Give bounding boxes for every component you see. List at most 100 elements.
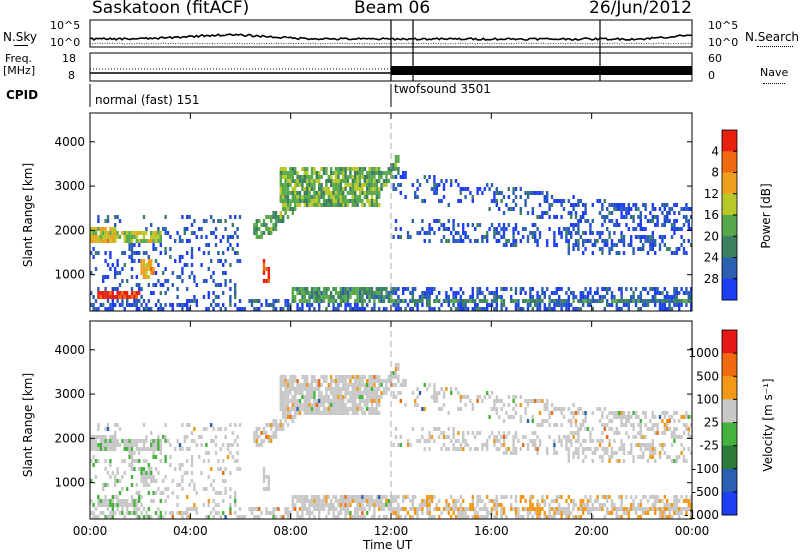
- velocity-cell: [258, 443, 261, 447]
- power-cell: [102, 291, 105, 295]
- nsearch-tick-top: 10^5: [708, 19, 739, 32]
- power-cell: [368, 183, 371, 187]
- power-cell: [524, 227, 527, 231]
- velocity-cell: [138, 451, 141, 455]
- power-cell: [116, 235, 119, 239]
- power-cell: [663, 223, 666, 227]
- power-cell: [459, 287, 462, 291]
- power-cell: [553, 291, 556, 295]
- power-cell: [680, 243, 683, 247]
- power-cell: [591, 307, 594, 311]
- velocity-cell: [198, 455, 201, 459]
- power-cell: [651, 215, 654, 219]
- power-cell: [190, 271, 194, 275]
- velocity-cell: [272, 507, 275, 511]
- velocity-cell: [430, 495, 434, 499]
- power-cell: [272, 223, 275, 227]
- velocity-cell: [140, 511, 143, 515]
- colorbar-swatch: [722, 278, 737, 301]
- power-cell: [644, 203, 647, 207]
- power-cell: [306, 195, 309, 199]
- velocity-cell: [236, 443, 239, 447]
- velocity-cell: [536, 503, 539, 507]
- power-cell: [224, 227, 227, 231]
- power-cell: [255, 299, 258, 303]
- power-cell: [526, 303, 530, 307]
- power-cell: [450, 287, 453, 291]
- power-cell: [488, 291, 491, 295]
- power-cell: [128, 243, 131, 247]
- velocity-cell: [577, 407, 580, 411]
- velocity-cell: [488, 415, 491, 419]
- velocity-cell: [505, 515, 508, 519]
- velocity-cell: [253, 431, 256, 435]
- velocity-cell: [126, 511, 129, 515]
- velocity-cell: [402, 507, 405, 511]
- power-cell: [344, 295, 347, 299]
- velocity-cell: [514, 447, 518, 451]
- velocity-cell: [106, 447, 110, 451]
- power-cell: [337, 303, 340, 307]
- power-cell: [622, 243, 626, 247]
- velocity-cell: [435, 395, 438, 399]
- power-cell: [258, 307, 261, 311]
- power-cell: [138, 259, 141, 263]
- velocity-cell: [690, 451, 693, 455]
- velocity-cell: [409, 499, 412, 503]
- power-cell: [538, 203, 542, 207]
- velocity-cell: [450, 507, 453, 511]
- velocity-cell: [94, 443, 98, 447]
- velocity-cell: [565, 507, 568, 511]
- power-cell: [282, 175, 285, 179]
- velocity-cell: [106, 439, 110, 443]
- velocity-cell: [97, 443, 100, 447]
- velocity-cell: [202, 459, 206, 463]
- power-cell: [392, 291, 395, 295]
- velocity-cell: [301, 407, 304, 411]
- velocity-cell: [145, 479, 148, 483]
- velocity-cell: [186, 459, 189, 463]
- velocity-cell: [433, 439, 436, 443]
- velocity-cell: [157, 507, 160, 511]
- velocity-cell: [414, 507, 417, 511]
- velocity-cell: [466, 515, 470, 519]
- velocity-cell: [690, 499, 693, 503]
- power-cell: [375, 291, 378, 295]
- velocity-cell: [296, 499, 299, 503]
- velocity-cell: [668, 419, 671, 423]
- power-cell: [162, 307, 165, 311]
- power-cell: [291, 287, 294, 291]
- power-cell: [342, 195, 345, 199]
- velocity-cell: [138, 495, 141, 499]
- power-cell: [94, 267, 98, 271]
- power-cell: [452, 291, 455, 295]
- power-cell: [121, 279, 124, 283]
- velocity-cell: [234, 439, 237, 443]
- velocity-cell: [378, 379, 381, 383]
- velocity-cell: [438, 407, 441, 411]
- power-cell: [646, 239, 650, 243]
- power-cell: [320, 183, 323, 187]
- velocity-cell: [622, 415, 626, 419]
- velocity-cell: [337, 387, 340, 391]
- power-cell: [661, 299, 664, 303]
- velocity-cell: [368, 503, 371, 507]
- power-cell: [332, 203, 335, 207]
- power-cell: [334, 175, 338, 179]
- power-cell: [414, 299, 417, 303]
- velocity-cell: [565, 515, 568, 519]
- velocity-cell: [116, 499, 119, 503]
- power-cell: [481, 299, 484, 303]
- xtick-label: 12:00: [374, 524, 409, 538]
- velocity-cell: [642, 451, 645, 455]
- power-cell: [330, 291, 333, 295]
- velocity-cell: [404, 383, 407, 387]
- velocity-cell: [286, 423, 290, 427]
- velocity-cell: [121, 499, 124, 503]
- power-cell: [234, 291, 237, 295]
- velocity-cell: [495, 499, 498, 503]
- velocity-cell: [471, 495, 474, 499]
- power-cell: [493, 235, 496, 239]
- velocity-cell: [560, 423, 563, 427]
- power-cell: [114, 271, 117, 275]
